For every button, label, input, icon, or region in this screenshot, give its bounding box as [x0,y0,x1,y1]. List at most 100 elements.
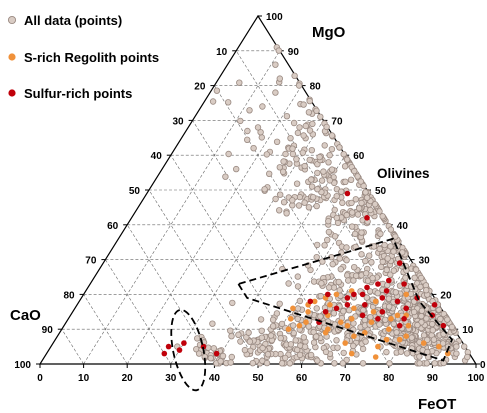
all-data-point [408,334,415,341]
all-data-point [294,346,301,354]
all-data-point [320,168,327,175]
legend-marker-all-data [7,15,17,25]
all-data-point [217,358,224,365]
all-data-point [305,204,313,211]
all-data-point [295,82,303,89]
s-rich-regolith-point [420,340,427,346]
all-data-point [360,307,367,314]
all-data-point [387,226,395,233]
grid-line [83,294,128,365]
s-rich-regolith-point [351,333,357,340]
all-data-point [341,163,349,170]
all-data-point [301,162,308,170]
sulfur-rich-point [375,316,381,322]
s-rich-regolith-point [403,291,410,298]
all-data-point [342,178,349,185]
all-data-point [292,337,299,344]
s-rich-regolith-point [386,326,392,333]
all-data-point [367,314,374,321]
all-data-point [276,207,283,214]
all-data-point [232,165,240,173]
all-data-point [310,339,318,346]
sulfur-rich-point [362,302,368,308]
all-data-point [354,173,361,180]
all-data-point [295,202,303,209]
all-data-point [378,263,385,271]
left-tick-label: 60 [107,221,119,232]
all-data-point [317,113,324,120]
all-data-point [282,354,289,362]
all-data-point [358,199,365,207]
right-tick-label: 50 [375,186,387,197]
right-tick-label: 30 [419,256,431,267]
all-data-point [377,230,384,237]
all-data-point [387,243,394,250]
sulfur-rich-point [379,309,386,315]
all-data-point [402,274,409,281]
all-data-point [376,208,383,215]
right-tick-label: 40 [397,221,409,232]
left-tick-label: 70 [85,256,97,267]
all-data-point [305,109,313,116]
all-data-point [440,330,447,338]
s-rich-regolith-point [348,350,355,357]
sulfur-rich-points [161,190,447,357]
bottom-tick-label: 20 [122,373,134,384]
all-data-point [429,320,436,328]
all-data-point [325,228,333,236]
all-data-point [345,277,352,284]
all-data-point [246,107,253,114]
s-rich-regolith-point [351,305,357,312]
all-data-point [385,295,392,302]
all-data-point [325,217,332,225]
sulfur-rich-point [344,190,351,197]
all-data-point [371,201,379,208]
bottom-tick-label: 100 [468,373,485,384]
all-data-point [329,261,336,268]
grid-line [83,50,281,365]
all-data-point [383,266,390,274]
all-data-point [324,236,331,244]
all-data-point [193,335,201,342]
all-data-point [280,158,287,165]
bottom-tick-label: 70 [340,373,352,384]
all-data-point [351,264,358,271]
right-tick-label: 10 [462,325,474,336]
all-data-point [227,327,234,334]
all-data-point [387,271,394,278]
vertex-label-cao: CaO [10,307,41,324]
legend-label-s-rich-regolith: S-rich Regolith points [24,50,159,65]
all-data-point [276,75,283,82]
sulfur-rich-point [359,291,366,298]
all-data-point [418,307,426,314]
all-data-point [275,47,282,54]
all-data-point [423,287,430,294]
all-data-point [325,159,332,166]
all-data-point [266,170,273,177]
all-data-point [358,251,365,258]
all-data-point [313,254,320,261]
s-rich-regolith-point [342,340,349,346]
legend-entry-all-data: All data (points) [7,13,122,28]
all-data-point [429,327,436,334]
all-data-point [276,164,283,171]
all-data-point [325,284,333,291]
all-data-point [321,242,328,249]
s-rich-regolith-point [372,354,379,360]
all-data-point [350,342,357,350]
sulfur-rich-point [379,295,386,301]
all-data-point [313,202,320,210]
right-tick-label: 0 [480,360,486,371]
all-data-point [301,199,308,206]
all-data-point [243,136,251,143]
sulfur-rich-point [351,291,357,298]
s-rich-regolith-point [311,298,318,305]
all-data-point [257,316,265,323]
all-data-point [369,275,376,282]
all-data-point [355,205,363,212]
all-data-point [249,360,256,367]
sulfur-rich-point [396,260,403,266]
all-data-point [313,333,320,340]
all-data-point [286,360,293,367]
all-data-point [416,360,423,367]
